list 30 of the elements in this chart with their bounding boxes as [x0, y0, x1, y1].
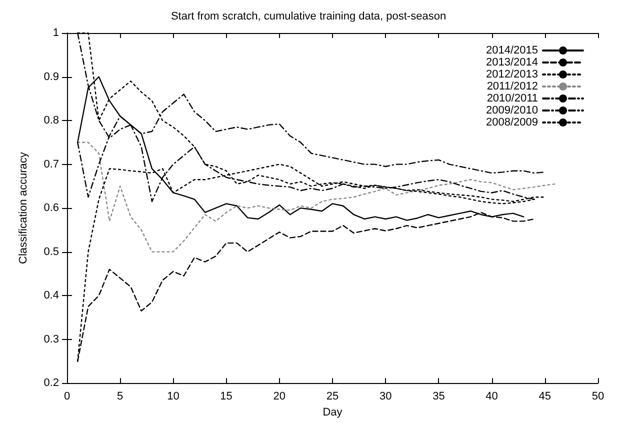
y-tick-label: 0.9: [44, 70, 59, 83]
x-tick-label: 50: [592, 390, 604, 403]
y-axis-title: Classification accuracy: [18, 152, 30, 264]
x-tick-label: 5: [117, 390, 124, 403]
legend-label: 2014/2015: [486, 44, 538, 56]
legend-label: 2011/2012: [486, 80, 538, 92]
legend-label: 2008/2009: [486, 116, 538, 128]
x-tick-label: 15: [220, 390, 232, 403]
legend-label: 2013/2014: [486, 56, 538, 68]
x-tick-label: 10: [167, 390, 180, 403]
x-tick-label: 40: [486, 390, 498, 403]
legend-label: 2010/2011: [486, 92, 538, 104]
legend-label: 2009/2010: [486, 104, 538, 116]
legend-label: 2012/2013: [486, 68, 538, 80]
y-tick-label: 0.7: [44, 158, 59, 170]
y-tick-label: 1: [52, 27, 59, 39]
y-tick-label: 0.5: [44, 246, 59, 258]
x-tick-label: 30: [379, 390, 392, 403]
chart-title: Start from scratch, cumulative training data, post-season: [170, 10, 446, 22]
x-axis-title: Day: [322, 406, 343, 418]
x-tick-label: 25: [326, 390, 339, 403]
y-tick-label: 0.3: [44, 333, 59, 346]
y-tick-label: 0.6: [44, 202, 59, 214]
x-tick-label: 0: [64, 390, 70, 403]
x-tick-label: 35: [432, 390, 445, 403]
y-tick-label: 0.4: [44, 290, 59, 302]
y-tick-label: 0.8: [44, 114, 59, 127]
y-tick-label: 0.2: [44, 377, 59, 390]
x-tick-label: 45: [538, 390, 552, 403]
x-tick-label: 20: [273, 390, 286, 403]
